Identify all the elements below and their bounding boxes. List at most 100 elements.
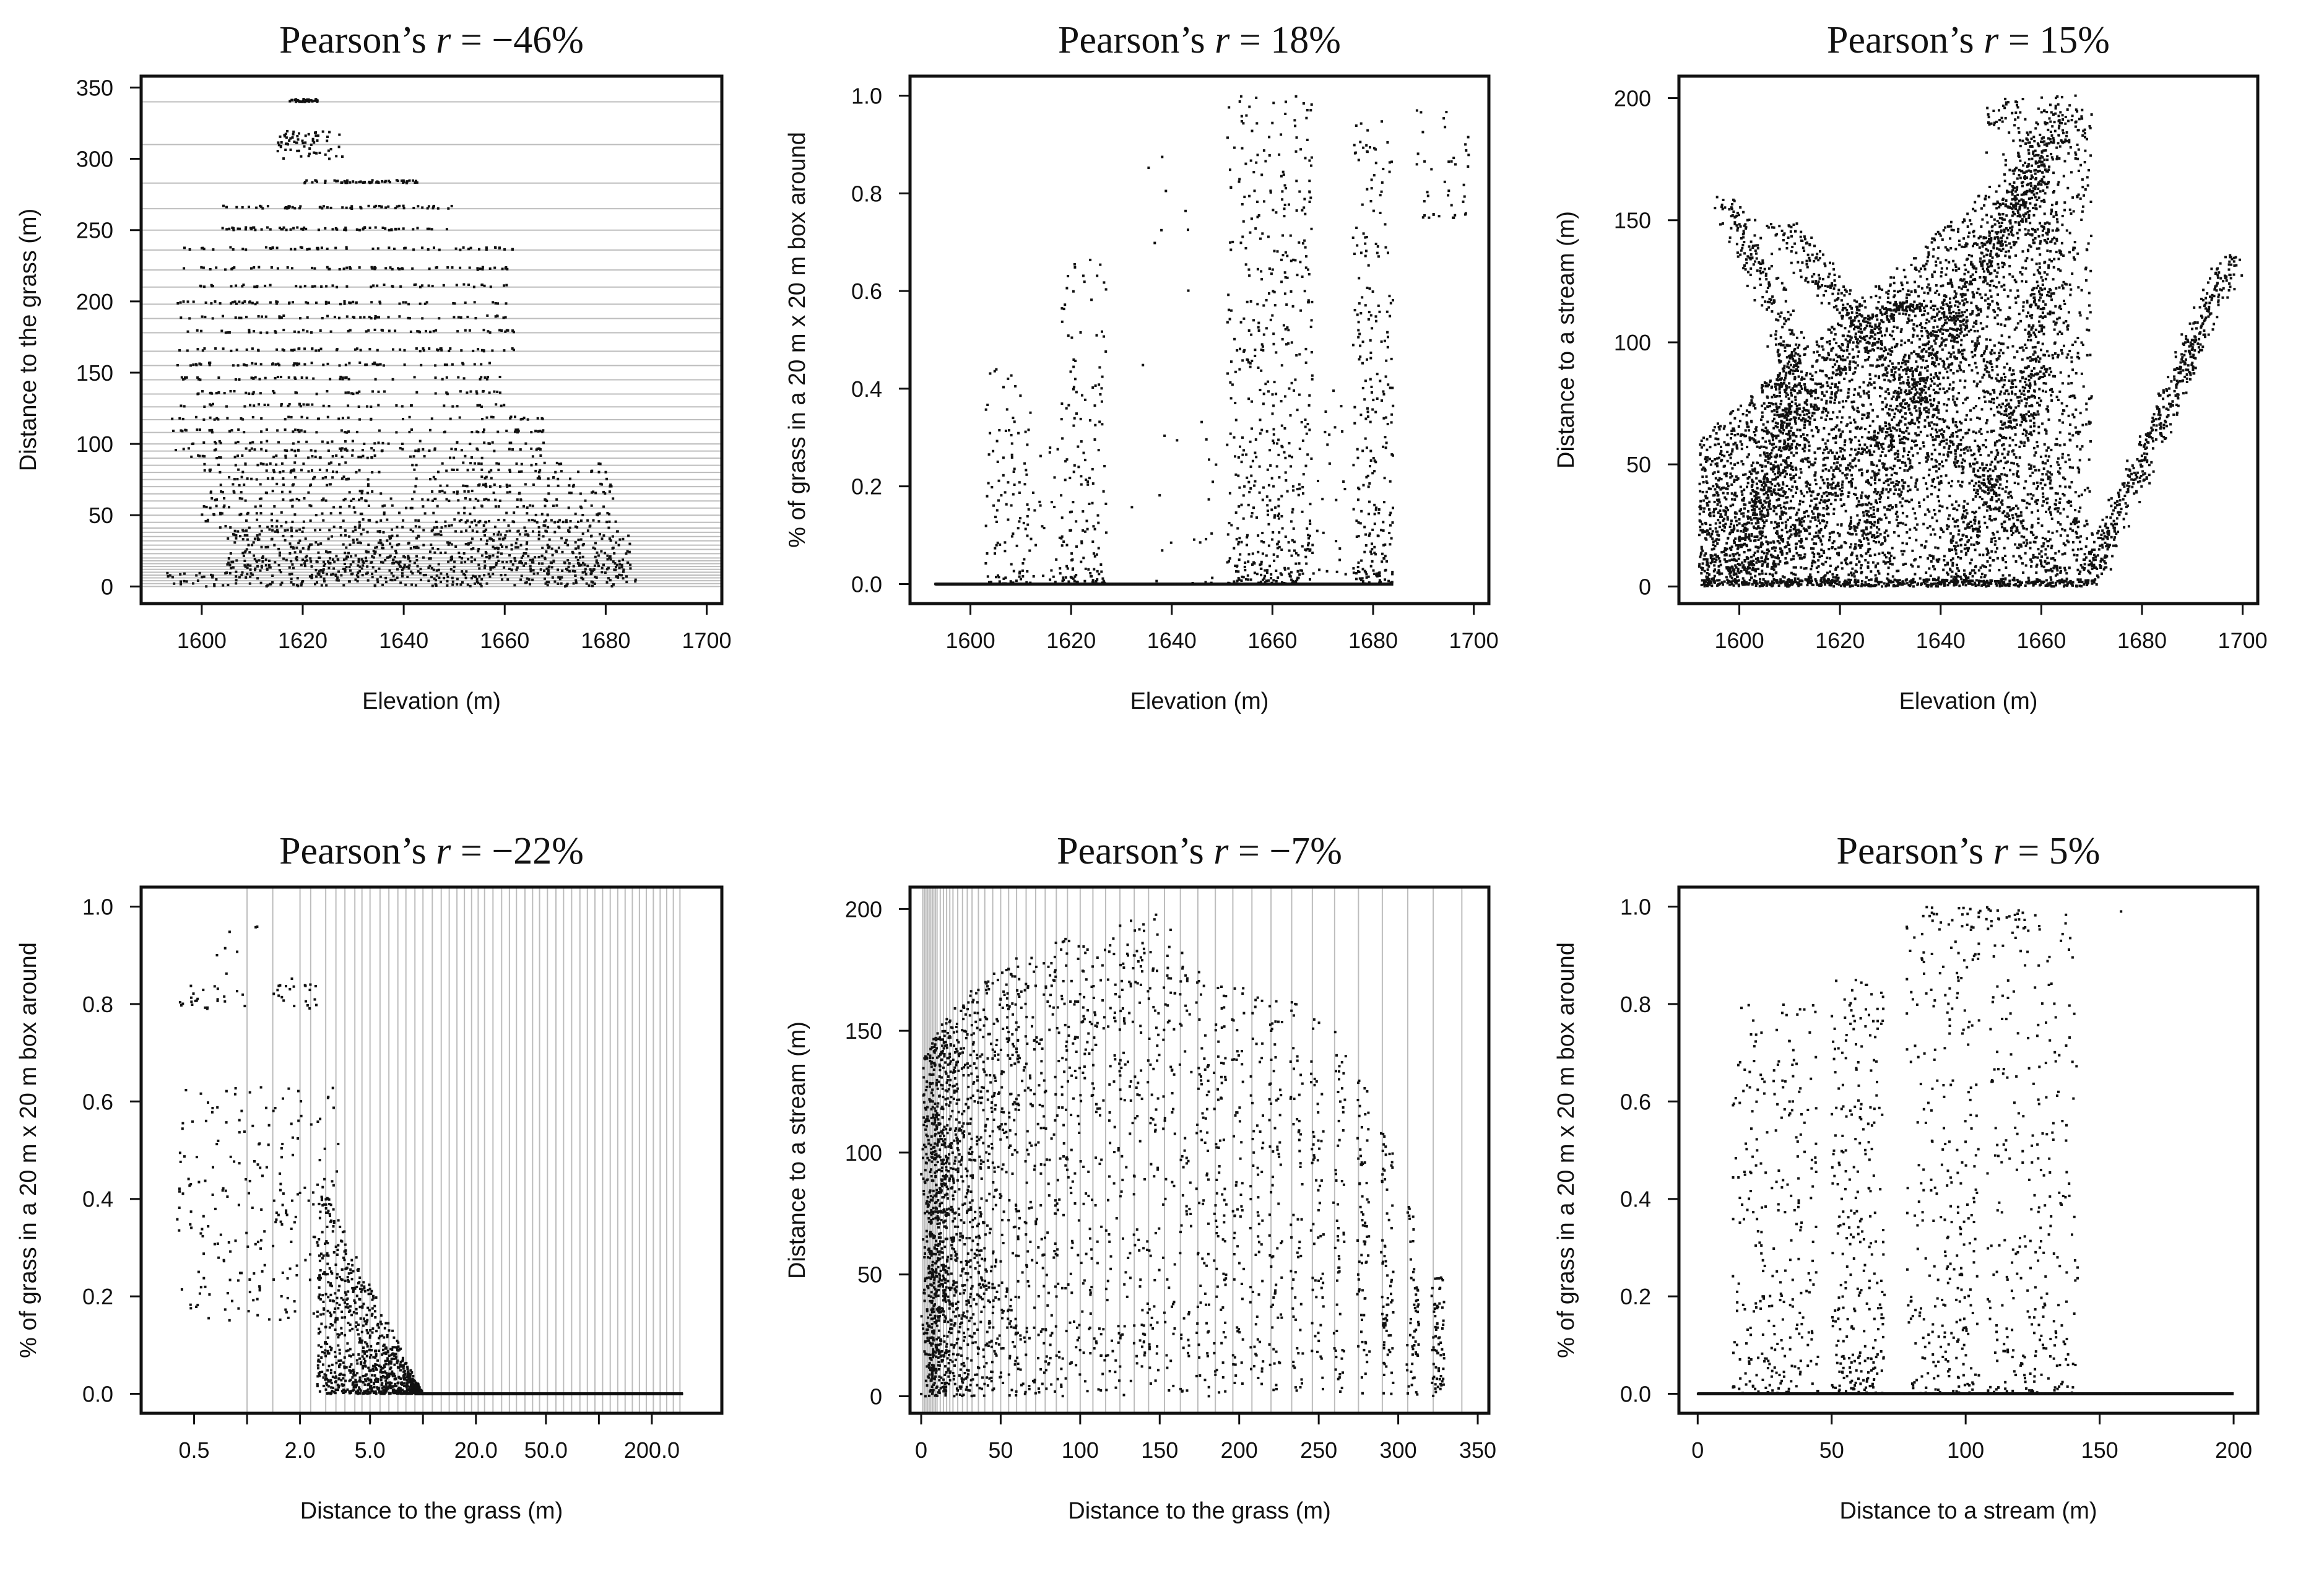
data-point (470, 577, 473, 580)
data-point (536, 477, 539, 480)
data-point (1987, 552, 1990, 555)
data-point (1281, 581, 1283, 584)
data-point (999, 543, 1002, 546)
data-point (1277, 498, 1280, 501)
data-point (361, 490, 364, 493)
data-point (1297, 576, 1300, 579)
data-point (349, 329, 352, 332)
data-point (1205, 537, 1208, 540)
data-point (449, 347, 452, 350)
data-point (1899, 404, 1902, 407)
data-point (227, 561, 230, 565)
data-point (1085, 479, 1088, 482)
data-point (1215, 463, 1218, 466)
data-point (2078, 468, 2081, 471)
data-point (194, 415, 197, 418)
data-point (1899, 493, 1902, 496)
data-point (259, 505, 262, 508)
data-point (383, 504, 386, 507)
data-point (1097, 547, 1100, 550)
data-point (489, 285, 492, 288)
data-point (1357, 498, 1359, 501)
data-point (1891, 362, 1894, 365)
data-point (356, 574, 358, 577)
data-point (431, 499, 434, 502)
data-point (445, 228, 448, 231)
data-point (620, 563, 623, 566)
data-point (301, 558, 304, 561)
data-point (414, 525, 417, 528)
data-point (1049, 446, 1052, 449)
data-point (1228, 583, 1231, 586)
data-point (275, 454, 278, 457)
data-point (2028, 209, 2031, 212)
data-point (1233, 436, 1236, 439)
data-point (338, 133, 341, 136)
data-point (343, 563, 346, 565)
data-point (209, 403, 211, 406)
data-point (989, 431, 992, 435)
data-point (1391, 521, 1394, 524)
data-point (958, 583, 960, 586)
data-point (1351, 583, 1355, 586)
data-point (322, 560, 325, 563)
data-point (1294, 378, 1297, 381)
data-point (189, 364, 192, 367)
data-point (1272, 531, 1275, 534)
data-point (494, 301, 497, 305)
data-point (1296, 570, 1299, 573)
data-point (224, 331, 227, 334)
data-point (1889, 504, 1892, 507)
data-point (1358, 577, 1361, 580)
data-point (1208, 458, 1210, 461)
data-point (181, 430, 184, 433)
data-point (618, 566, 621, 570)
data-point (1072, 386, 1075, 389)
data-point (1260, 343, 1264, 346)
data-point (1901, 284, 1904, 287)
data-point (246, 477, 249, 480)
data-point (1290, 465, 1293, 468)
data-point (371, 362, 375, 365)
data-point (1017, 431, 1020, 435)
data-point (1741, 566, 1745, 569)
data-point (1038, 500, 1041, 503)
data-point (1421, 216, 1424, 219)
data-point (186, 300, 189, 303)
data-point (469, 443, 472, 446)
data-point (483, 376, 487, 379)
data-point (552, 559, 555, 562)
data-point (513, 584, 516, 587)
data-point (1780, 529, 1784, 532)
data-point (1130, 506, 1134, 509)
data-point (1265, 554, 1268, 557)
data-point (473, 301, 476, 304)
data-point (232, 228, 235, 232)
data-point (249, 575, 252, 578)
data-point (342, 558, 345, 561)
data-point (473, 363, 476, 366)
data-point (1072, 470, 1075, 474)
data-point (343, 300, 346, 303)
data-point (1294, 95, 1298, 98)
data-point (1034, 544, 1038, 547)
data-point (1388, 170, 1391, 173)
data-point (1443, 180, 1446, 183)
data-point (1229, 241, 1232, 244)
data-point (1789, 500, 1792, 503)
data-point (425, 301, 428, 304)
data-point (272, 456, 275, 459)
data-point (226, 563, 229, 566)
data-point (464, 329, 467, 332)
data-point (1949, 220, 1953, 223)
data-point (341, 417, 344, 420)
data-point (1447, 189, 1450, 193)
data-point (240, 573, 243, 576)
data-point (1919, 392, 1922, 395)
data-point (1899, 290, 1902, 293)
data-point (419, 285, 422, 288)
x-tick-label: 1620 (1046, 628, 1096, 653)
data-point (352, 560, 355, 563)
data-point (1010, 442, 1013, 445)
data-point (1377, 511, 1381, 514)
